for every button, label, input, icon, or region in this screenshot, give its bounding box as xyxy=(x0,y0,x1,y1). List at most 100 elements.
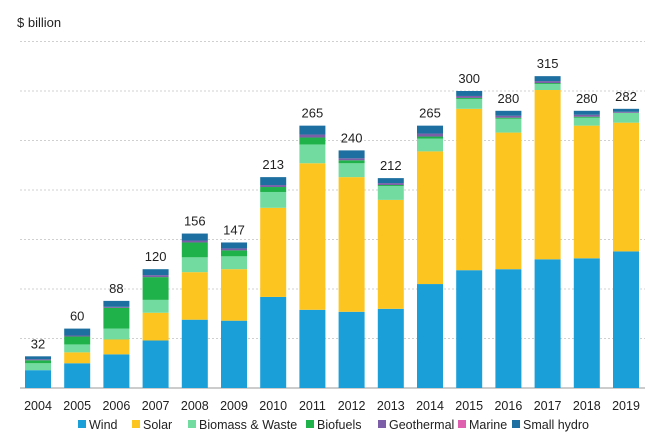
total-label-2017: 315 xyxy=(537,56,559,71)
bar-segment-biomass-waste-2010 xyxy=(260,191,287,208)
bar-segment-small-hydro-2009 xyxy=(221,242,247,249)
bar-segment-solar-2013 xyxy=(377,199,404,309)
x-tick-label-2018: 2018 xyxy=(573,399,601,413)
legend-swatch xyxy=(132,420,140,428)
x-tick-label-2015: 2015 xyxy=(455,399,483,413)
x-tick-label-2005: 2005 xyxy=(63,399,91,413)
bar-segment-solar-2016 xyxy=(495,132,522,270)
bar-segment-small-hydro-2006 xyxy=(103,300,130,307)
total-label-2019: 282 xyxy=(615,89,637,104)
bar-segment-geothermal-2006 xyxy=(103,306,130,308)
bar-segment-biofuels-2004 xyxy=(25,360,51,364)
bar-segment-solar-2010 xyxy=(260,207,287,297)
bar-segment-geothermal-2015 xyxy=(456,95,483,98)
bar-segment-geothermal-2012 xyxy=(338,158,365,161)
x-tick-label-2017: 2017 xyxy=(534,399,562,413)
bar-segment-solar-2018 xyxy=(573,125,600,259)
total-label-2008: 156 xyxy=(184,214,206,229)
legend-label: Small hydro xyxy=(523,418,589,432)
bar-segment-geothermal-2017 xyxy=(534,81,561,84)
bar-segment-biofuels-2018 xyxy=(573,116,600,118)
bar-segment-biomass-waste-2009 xyxy=(221,256,247,270)
bar-segment-solar-2017 xyxy=(534,90,561,260)
bar-segment-wind-2012 xyxy=(338,311,365,388)
bar-segment-biofuels-2008 xyxy=(181,242,208,258)
bar-segment-biomass-waste-2008 xyxy=(181,257,208,273)
bar-segment-small-hydro-2015 xyxy=(456,91,483,96)
bar-segment-geothermal-2011 xyxy=(299,134,326,138)
bar-segment-solar-2019 xyxy=(613,122,639,252)
legend-label: Solar xyxy=(143,418,172,432)
bar-segment-biofuels-2015 xyxy=(456,97,483,99)
bar-segment-biofuels-2005 xyxy=(64,336,91,345)
bar-segment-biomass-waste-2007 xyxy=(142,299,169,313)
x-tick-label-2019: 2019 xyxy=(612,399,640,413)
total-label-2012: 240 xyxy=(341,130,363,145)
total-label-2009: 147 xyxy=(223,222,245,237)
bar-segment-geothermal-2018 xyxy=(573,114,600,117)
bar-segment-solar-2006 xyxy=(103,339,130,355)
bar-segment-geothermal-2013 xyxy=(377,183,404,186)
legend-label: Biofuels xyxy=(317,418,361,432)
bar-segment-small-hydro-2013 xyxy=(377,178,404,184)
legend-swatch xyxy=(188,420,196,428)
bar-segment-small-hydro-2018 xyxy=(573,110,600,115)
x-tick-label-2008: 2008 xyxy=(181,399,209,413)
legend-item-solar: Solar xyxy=(132,418,172,432)
bar-segment-solar-2005 xyxy=(64,352,91,364)
bar-segment-small-hydro-2011 xyxy=(299,125,326,135)
x-tick-label-2004: 2004 xyxy=(24,399,52,413)
legend-label: Wind xyxy=(89,418,118,432)
bar-segment-wind-2004 xyxy=(25,370,51,388)
total-label-2014: 265 xyxy=(419,106,441,121)
bar-segment-biomass-waste-2013 xyxy=(377,186,404,200)
legend-item-biomass-waste: Biomass & Waste xyxy=(188,418,297,432)
bar-segment-wind-2005 xyxy=(64,363,91,388)
bar-segment-solar-2008 xyxy=(181,272,208,320)
bar-segment-wind-2019 xyxy=(613,251,639,388)
bar-segment-geothermal-2009 xyxy=(221,248,247,251)
bar-segment-wind-2015 xyxy=(456,270,483,388)
total-label-2005: 60 xyxy=(70,309,84,324)
bar-segment-biomass-waste-2006 xyxy=(103,328,130,340)
total-label-2004: 32 xyxy=(31,336,45,351)
bar-segment-small-hydro-2012 xyxy=(338,150,365,159)
total-label-2015: 300 xyxy=(458,71,480,86)
bar-segment-biofuels-2017 xyxy=(534,83,561,85)
bar-segment-wind-2006 xyxy=(103,354,130,388)
total-label-2006: 88 xyxy=(109,281,123,296)
y-axis-label: $ billion xyxy=(17,15,61,30)
bar-segment-small-hydro-2010 xyxy=(260,177,287,186)
total-label-2016: 280 xyxy=(498,91,520,106)
bar-segment-small-hydro-2016 xyxy=(495,110,522,116)
legend-swatch xyxy=(512,420,520,428)
legend-item-wind: Wind xyxy=(78,418,118,432)
bar-segment-biomass-waste-2011 xyxy=(299,144,326,164)
bar-segment-geothermal-2016 xyxy=(495,115,522,118)
legend-label: Biomass & Waste xyxy=(199,418,297,432)
bar-segment-wind-2014 xyxy=(417,284,443,388)
bar-segment-biofuels-2014 xyxy=(417,136,443,139)
bar-segment-biomass-waste-2015 xyxy=(456,98,483,109)
bar-segment-wind-2013 xyxy=(377,308,404,388)
bar-segment-biomass-waste-2014 xyxy=(417,138,443,152)
legend-item-marine: Marine xyxy=(458,418,507,432)
x-tick-label-2006: 2006 xyxy=(102,399,130,413)
bar-segment-solar-2011 xyxy=(299,163,326,310)
bar-segment-geothermal-2007 xyxy=(142,275,169,278)
bar-segment-geothermal-2019 xyxy=(613,111,639,113)
bar-segment-wind-2010 xyxy=(260,296,287,388)
bar-segment-small-hydro-2017 xyxy=(534,76,561,82)
bar-segment-biofuels-2006 xyxy=(103,307,130,329)
bar-segment-biomass-waste-2016 xyxy=(495,118,522,133)
bar-segment-solar-2015 xyxy=(456,108,483,271)
bar-segment-geothermal-2004 xyxy=(25,359,51,361)
bar-segment-wind-2016 xyxy=(495,269,522,388)
legend-swatch xyxy=(378,420,386,428)
legend-item-small-hydro: Small hydro xyxy=(512,418,589,432)
bar-segment-small-hydro-2019 xyxy=(613,108,639,112)
legend-label: Geothermal xyxy=(389,418,454,432)
legend-label: Marine xyxy=(469,418,507,432)
bar-segment-biofuels-2016 xyxy=(495,117,522,119)
bar-segment-biofuels-2013 xyxy=(377,185,404,187)
